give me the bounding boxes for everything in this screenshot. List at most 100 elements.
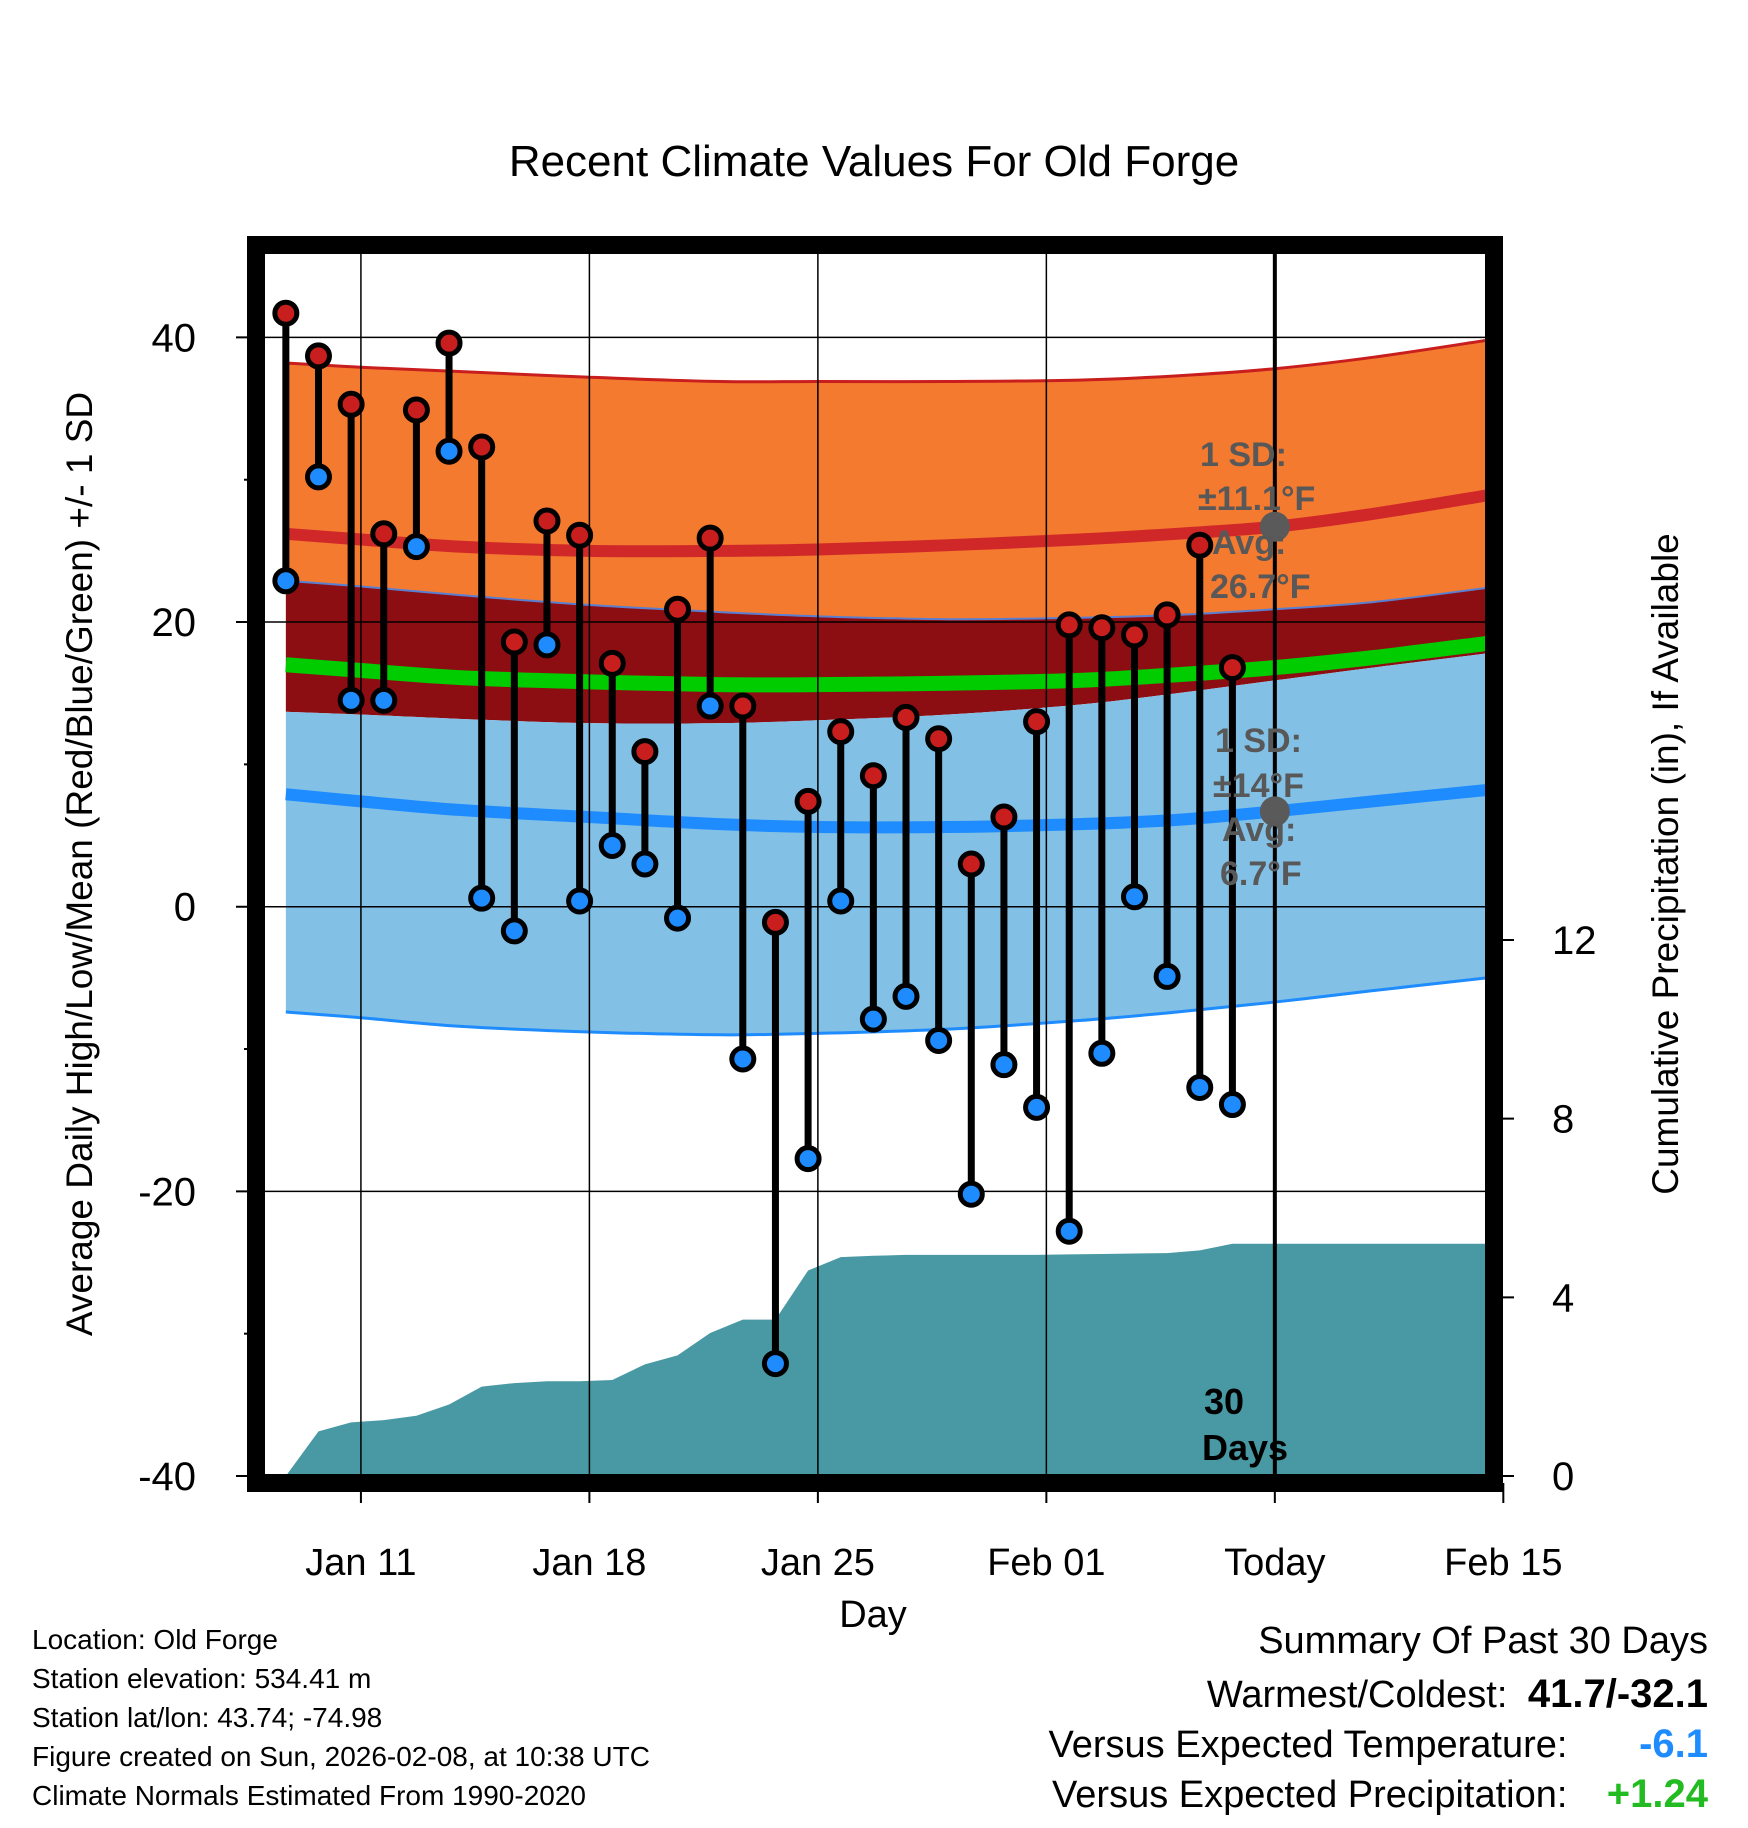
- y-tick-label: 20: [152, 601, 197, 645]
- info-location: Location: Old Forge: [32, 1624, 278, 1655]
- low-point: [1218, 1091, 1246, 1119]
- high-point: [598, 649, 626, 677]
- low-point: [1055, 1217, 1083, 1245]
- info-normals: Climate Normals Estimated From 1990-2020: [32, 1780, 586, 1811]
- low-point: [761, 1350, 789, 1378]
- y-tick-label: -20: [138, 1170, 196, 1214]
- x-tick-label: Jan 18: [532, 1542, 646, 1584]
- x-axis-label: Day: [839, 1594, 907, 1636]
- low-point: [1153, 962, 1181, 990]
- high-avg-marker: [1259, 511, 1290, 542]
- chart-title: Recent Climate Values For Old Forge: [509, 137, 1239, 186]
- high-point: [664, 595, 692, 623]
- x-axis: Jan 11 Jan 18 Jan 25 Feb 01 Today Feb 15: [305, 1483, 1562, 1584]
- low-sd-bottom-edge: [285, 976, 1487, 1037]
- y-axis-left: 40 20 0 -20 -40: [138, 316, 256, 1499]
- high-point: [435, 329, 463, 357]
- y2-tick-label: 4: [1552, 1276, 1574, 1320]
- x-tick-label: Jan 11: [305, 1542, 416, 1584]
- y-axis-right: 12 8 4 0: [1494, 919, 1597, 1499]
- summary-temp: Versus Expected Temperature: -6.1: [1049, 1722, 1708, 1767]
- high-point: [1088, 614, 1116, 642]
- y2-axis-label: Cumulative Precipitation (in), If Availa…: [1645, 533, 1686, 1195]
- low-sd-value: ±14°F: [1213, 767, 1304, 805]
- high-annotation: 1 SD: ±11.1°F Avg: 26.7°F: [1198, 436, 1315, 606]
- low-point: [500, 917, 528, 945]
- y2-tick-label: 8: [1552, 1098, 1574, 1142]
- high-point: [794, 787, 822, 815]
- high-point: [370, 520, 398, 548]
- low-point: [402, 533, 430, 561]
- plot-frame: [247, 236, 1503, 1492]
- y2-tick-label: 12: [1552, 919, 1597, 963]
- summary-precip: Versus Expected Precipitation: +1.24: [1052, 1772, 1708, 1817]
- high-point: [1055, 611, 1083, 639]
- high-avg-label: Avg:: [1212, 524, 1286, 562]
- low-sd-label: 1 SD:: [1215, 722, 1302, 760]
- high-point: [1186, 531, 1214, 559]
- high-point: [631, 738, 659, 766]
- info-created: Figure created on Sun, 2026-02-08, at 10…: [32, 1741, 650, 1772]
- low-point: [370, 686, 398, 714]
- low-point: [827, 887, 855, 915]
- summary-warm-cold-value: 41.7/-32.1: [1527, 1672, 1708, 1716]
- summary-precip-label: Versus Expected Precipitation:: [1052, 1774, 1568, 1816]
- low-point: [892, 982, 920, 1010]
- precip-area: [285, 1243, 1487, 1476]
- low-avg-label: Avg:: [1222, 811, 1296, 849]
- high-sd-value: ±11.1°F: [1198, 480, 1315, 518]
- low-point: [337, 686, 365, 714]
- high-point: [304, 342, 332, 370]
- x-tick-label: Feb 01: [987, 1542, 1105, 1584]
- y-tick-label: 0: [174, 886, 196, 930]
- x-tick-label: Feb 15: [1444, 1542, 1562, 1584]
- low-point: [925, 1026, 953, 1054]
- high-point: [761, 908, 789, 936]
- summary-warm-cold: Warmest/Coldest: 41.7/-32.1: [1207, 1672, 1708, 1717]
- low-point: [304, 463, 332, 491]
- low-point: [533, 631, 561, 659]
- low-point: [859, 1005, 887, 1033]
- high-point: [1023, 708, 1051, 736]
- low-point: [957, 1180, 985, 1208]
- y-tick-label: 40: [152, 316, 197, 360]
- low-point: [1186, 1073, 1214, 1101]
- high-sd-bottom-edge: [285, 579, 1487, 621]
- high-point: [859, 762, 887, 790]
- info-elevation: Station elevation: 534.41 m: [32, 1663, 372, 1694]
- high-point: [827, 718, 855, 746]
- high-point: [337, 390, 365, 418]
- high-point: [468, 433, 496, 461]
- y-axis-label: Average Daily High/Low/Mean (Red/Blue/Gr…: [59, 392, 100, 1336]
- plot-area: [285, 338, 1487, 1476]
- low-point: [566, 887, 594, 915]
- data-marks: [272, 299, 1290, 1378]
- low-point: [1023, 1093, 1051, 1121]
- high-point: [272, 299, 300, 327]
- summary-temp-label: Versus Expected Temperature:: [1048, 1724, 1568, 1766]
- high-point: [1153, 601, 1181, 629]
- low-avg-value: 6.7°F: [1220, 855, 1302, 893]
- low-point: [794, 1145, 822, 1173]
- low-point: [435, 437, 463, 465]
- summary-precip-value: +1.24: [1606, 1772, 1708, 1816]
- low-point: [696, 692, 724, 720]
- high-sd-label: 1 SD:: [1200, 436, 1287, 474]
- low-point: [990, 1051, 1018, 1079]
- low-point: [598, 831, 626, 859]
- grid: [263, 252, 1487, 1476]
- high-point: [500, 628, 528, 656]
- low-point: [1088, 1039, 1116, 1067]
- low-point: [468, 884, 496, 912]
- low-sd-band: [285, 653, 1487, 1035]
- low-point: [272, 567, 300, 595]
- y2-tick-label: 0: [1552, 1455, 1574, 1499]
- summary-title: Summary Of Past 30 Days: [1258, 1620, 1708, 1662]
- high-point: [957, 850, 985, 878]
- summary-warm-cold-label: Warmest/Coldest:: [1206, 1674, 1508, 1716]
- high-point: [925, 725, 953, 753]
- low-avg-marker: [1259, 796, 1290, 827]
- low-annotation: 1 SD: ±14°F Avg: 6.7°F: [1213, 722, 1304, 893]
- high-sd-top-edge: [285, 338, 1487, 384]
